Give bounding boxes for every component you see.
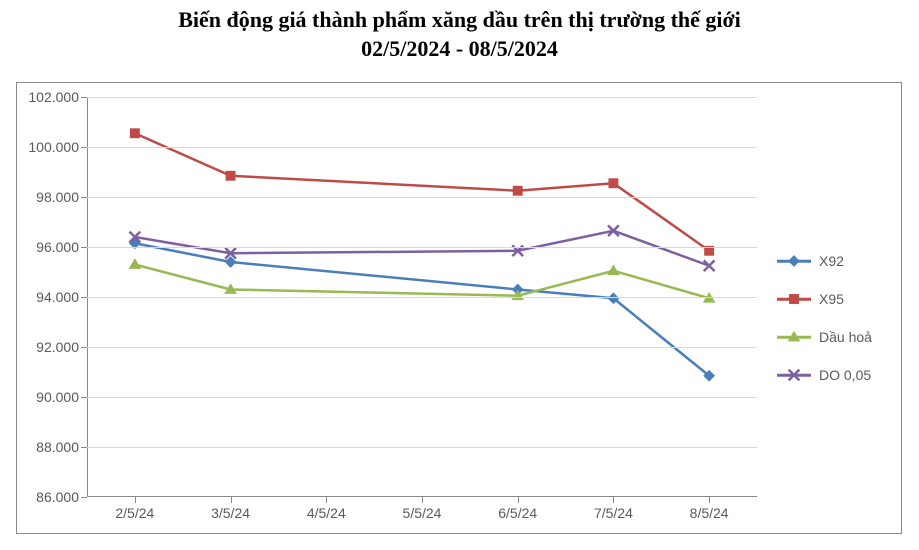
legend-label: X95 <box>819 291 844 307</box>
legend: X92 X95 Dầu hoả DO 0,05 <box>777 253 872 405</box>
grid-line <box>87 197 757 198</box>
data-marker <box>608 178 618 188</box>
y-tick-mark <box>81 347 87 348</box>
x-tick-mark <box>613 497 614 503</box>
plot-area: 86.00088.00090.00092.00094.00096.00098.0… <box>87 97 757 497</box>
y-tick-mark <box>81 97 87 98</box>
x-tick-mark <box>326 497 327 503</box>
x-tick-mark <box>231 497 232 503</box>
grid-line <box>87 347 757 348</box>
grid-line <box>87 97 757 98</box>
data-marker <box>130 128 140 138</box>
legend-item-x95: X95 <box>777 291 872 307</box>
legend-label: DO 0,05 <box>819 367 871 383</box>
chart-container: Biến động giá thành phẩm xăng dầu trên t… <box>0 0 919 550</box>
data-marker <box>513 186 523 196</box>
data-marker <box>788 331 801 342</box>
legend-swatch <box>777 330 811 344</box>
data-marker <box>607 264 620 275</box>
grid-line <box>87 447 757 448</box>
title-line-2: 02/5/2024 - 08/5/2024 <box>0 35 919 64</box>
y-tick-mark <box>81 247 87 248</box>
y-tick-label: 98.000 <box>36 189 87 205</box>
chart-title: Biến động giá thành phẩm xăng dầu trên t… <box>0 0 919 63</box>
legend-item-x92: X92 <box>777 253 872 269</box>
grid-line <box>87 297 757 298</box>
legend-item-dauhoa: Dầu hoả <box>777 329 872 345</box>
y-tick-mark <box>81 497 87 498</box>
y-tick-label: 94.000 <box>36 289 87 305</box>
legend-label: X92 <box>819 253 844 269</box>
legend-swatch <box>777 368 811 382</box>
y-tick-label: 86.000 <box>36 489 87 505</box>
y-tick-mark <box>81 447 87 448</box>
x-tick-mark <box>709 497 710 503</box>
y-tick-mark <box>81 147 87 148</box>
y-tick-mark <box>81 197 87 198</box>
legend-item-do005: DO 0,05 <box>777 367 872 383</box>
data-marker <box>129 258 142 269</box>
title-line-1: Biến động giá thành phẩm xăng dầu trên t… <box>0 6 919 35</box>
series-line-x92 <box>135 243 709 376</box>
y-tick-mark <box>81 397 87 398</box>
x-tick-mark <box>135 497 136 503</box>
data-marker <box>788 255 800 267</box>
grid-line <box>87 247 757 248</box>
legend-swatch <box>777 292 811 306</box>
legend-label: Dầu hoả <box>819 329 872 345</box>
legend-swatch <box>777 254 811 268</box>
grid-line <box>87 147 757 148</box>
y-tick-label: 92.000 <box>36 339 87 355</box>
y-tick-label: 96.000 <box>36 239 87 255</box>
x-tick-mark <box>518 497 519 503</box>
y-tick-label: 102.000 <box>28 89 87 105</box>
y-tick-label: 90.000 <box>36 389 87 405</box>
data-marker <box>789 294 799 304</box>
y-tick-mark <box>81 297 87 298</box>
chart-area: 86.000 88.000 90.000 92.000 94.000 96.000 98.0… <box>16 82 902 534</box>
data-marker <box>704 260 715 271</box>
y-tick-label: 88.000 <box>36 439 87 455</box>
data-marker <box>789 370 800 381</box>
data-marker <box>226 171 236 181</box>
grid-line <box>87 397 757 398</box>
y-tick-label: 100.000 <box>28 139 87 155</box>
x-tick-mark <box>422 497 423 503</box>
